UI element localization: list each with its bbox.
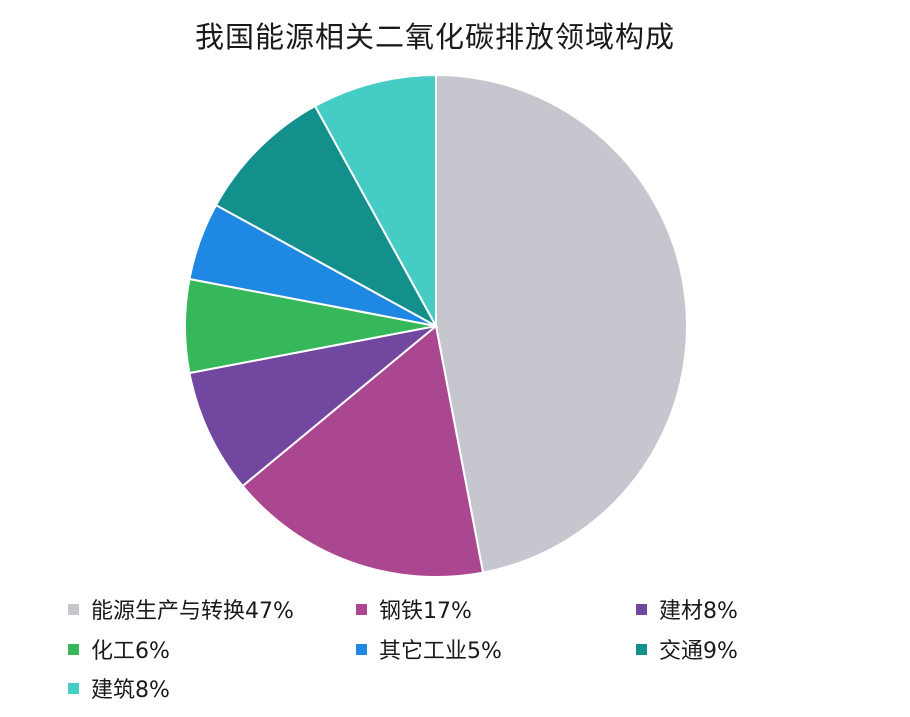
chart-title: 我国能源相关二氧化碳排放领域构成 [194,20,675,54]
pie-slice-5 [214,104,439,329]
pie-slice-0 [435,73,688,574]
pie-slice-6 [313,73,437,327]
pie-slice-1 [241,324,485,578]
pie-slice-2 [188,325,437,488]
